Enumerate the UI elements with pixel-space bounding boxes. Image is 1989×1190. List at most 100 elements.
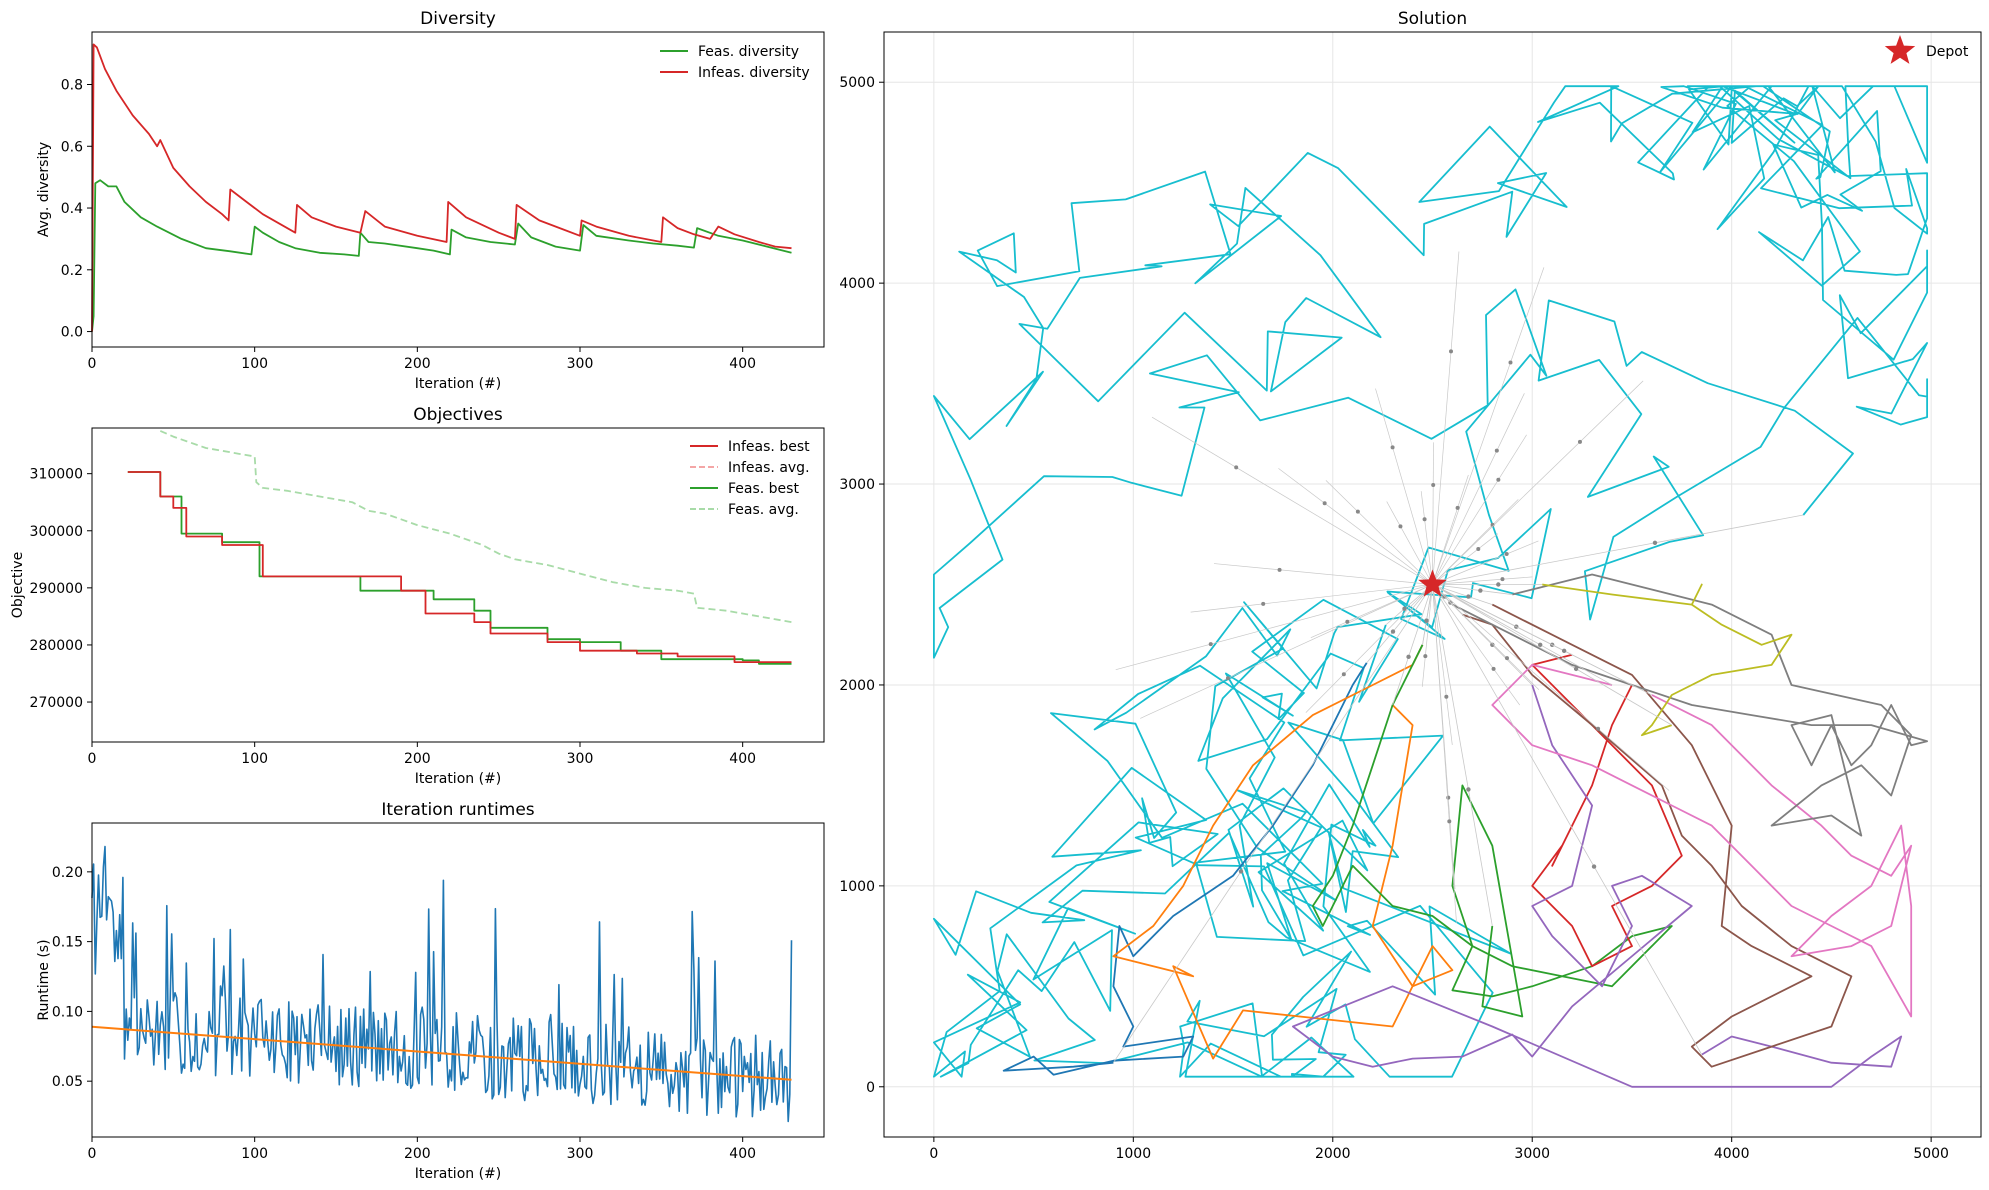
depot-link (1305, 584, 1433, 713)
y-tick-label: 3000 (839, 477, 875, 493)
y-tick-label: 0.15 (52, 935, 83, 951)
axes-frame (883, 31, 1982, 1138)
depot-link (1420, 491, 1433, 585)
x-tick-label: 5000 (1913, 1146, 1949, 1162)
depot-link (1432, 584, 1513, 595)
depot-link (1432, 251, 1460, 585)
x-tick-label: 4000 (1714, 1146, 1750, 1162)
depot-link (1325, 480, 1433, 585)
y-tick-label: 0.05 (52, 1074, 83, 1090)
depot-link (1113, 584, 1433, 1063)
series-line-runtime (91, 845, 793, 1123)
x-axis-label: Iteration (#) (415, 771, 502, 787)
depot-link (1421, 584, 1433, 687)
depot-link-arrow (1208, 642, 1213, 647)
x-tick-label: 400 (729, 1146, 756, 1162)
depot-link-arrow (1444, 694, 1449, 699)
chart-title: Diversity (420, 9, 496, 29)
depot-link-arrow (1402, 606, 1407, 611)
route-5 (1292, 684, 1903, 1088)
depot-link (1375, 388, 1433, 585)
legend-label: Depot (1926, 44, 1969, 60)
depot-link-arrow (1596, 726, 1601, 731)
depot-link-arrow (1390, 629, 1396, 634)
panel-objectives: 0 100 200 300 400 270000 280000 290000 300000 310… (10, 405, 825, 787)
depot-link (1432, 584, 1457, 923)
y-axis-label: Avg. diversity (36, 142, 52, 237)
series-line-0 (91, 179, 792, 332)
route-0 (933, 85, 1928, 1078)
depot-link (1151, 416, 1433, 585)
x-tick-label: 3000 (1514, 1146, 1550, 1162)
depot-link (1432, 584, 1521, 706)
depot-link-arrow (1345, 619, 1350, 624)
chart-title: Objectives (413, 405, 503, 425)
y-tick-label: 1000 (839, 879, 875, 895)
depot-link (1432, 267, 1545, 585)
depot-link (1432, 533, 1499, 585)
depot-link-arrow (1446, 795, 1451, 800)
depot-link (1432, 514, 1804, 585)
y-tick-label: 310000 (30, 467, 83, 483)
x-tick-label: 0 (88, 1146, 97, 1162)
x-axis-label: Iteration (#) (415, 1166, 502, 1182)
y-axis-label: Runtime (s) (36, 939, 52, 1020)
depot-link-arrow (1341, 672, 1346, 677)
y-tick-label: 290000 (30, 581, 83, 597)
chart-title: Solution (1398, 9, 1467, 29)
depot-link (1385, 584, 1433, 626)
depot-link-arrow (1500, 577, 1505, 582)
legend: Feas. diversity Infeas. diversity (660, 44, 810, 81)
depot-link (1432, 393, 1525, 585)
depot-link-arrow (1424, 618, 1429, 623)
depot-link (1432, 474, 1469, 585)
x-tick-label: 0 (88, 356, 97, 372)
route-3 (1311, 644, 1673, 1018)
depot-link (1432, 584, 1453, 745)
depot-link (1432, 442, 1434, 585)
series-line-1 (91, 43, 792, 332)
legend-label: Infeas. diversity (698, 65, 810, 81)
axes-frame (91, 822, 825, 1138)
routes (933, 85, 1928, 1088)
depot-link (1432, 584, 1540, 690)
depot-link (1422, 584, 1433, 645)
depot-link-arrow (1466, 594, 1471, 599)
depot-link-arrow (1355, 509, 1360, 514)
depot-link (1432, 584, 1673, 726)
depot-link-arrow (1234, 465, 1239, 470)
route-8 (1451, 573, 1928, 837)
series-line-0 (127, 471, 792, 663)
y-tick-label: 300000 (30, 524, 83, 540)
route-1 (1002, 662, 1368, 1076)
depot-link-arrow (1652, 540, 1658, 545)
depot-link (1432, 584, 1613, 686)
depot-link-arrow (1494, 448, 1499, 453)
x-tick-label: 0 (929, 1146, 938, 1162)
x-tick-label: 200 (404, 751, 431, 767)
depot-link-arrow (1577, 439, 1582, 444)
x-tick-label: 400 (729, 751, 756, 767)
series-line-2 (127, 471, 792, 665)
y-tick-label: 0.0 (61, 325, 83, 341)
chart-title: Iteration runtimes (381, 800, 534, 820)
legend-label: Feas. diversity (698, 44, 799, 60)
depot-link-arrow (1496, 477, 1501, 482)
x-tick-label: 100 (241, 356, 268, 372)
depot-link (1432, 584, 1703, 1055)
depot-link (1366, 584, 1433, 664)
plot-area-runtimes (91, 845, 793, 1123)
depot-link (1432, 576, 1533, 585)
axes-frame (91, 31, 825, 348)
depot-link-arrow (1398, 524, 1403, 529)
depot-link-arrow (1496, 582, 1501, 587)
x-tick-label: 100 (241, 751, 268, 767)
depot-link-arrow (1455, 505, 1460, 510)
depot-link (1432, 584, 1670, 791)
route-7 (1491, 664, 1913, 1018)
legend-label: Infeas. avg. (728, 460, 810, 476)
legend-label: Feas. avg. (728, 502, 799, 518)
y-tick-label: 270000 (30, 695, 83, 711)
depot-link-arrow (1478, 588, 1483, 593)
